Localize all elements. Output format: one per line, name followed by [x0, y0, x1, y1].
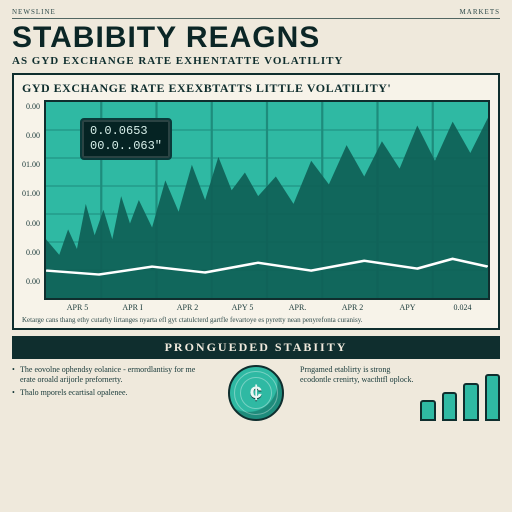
page: NEWSLINE MARKETS STABIBITY REAGNS AS GYD… [0, 0, 512, 512]
y-tick: 01.00 [22, 189, 40, 198]
chart-title: GYD EXCHANGE RATE EXEXBTATTS LITTLE VOLA… [22, 81, 490, 96]
headline: STABIBITY REAGNS [12, 23, 500, 53]
plot-area: 0.0.0653 00.0..063" [44, 100, 490, 300]
x-tick: APR 2 [325, 303, 380, 312]
rate-badge: 0.0.0653 00.0..063" [80, 118, 172, 160]
y-tick: 0.00 [22, 102, 40, 111]
col-left: The eovolne ophendsy eolanice - ermordla… [12, 365, 212, 421]
mini-bar [442, 392, 458, 421]
y-tick: 0.00 [22, 277, 40, 286]
bullet-item: Thalo mporels ecartisal opalenee. [12, 388, 212, 398]
globe-icon: ¢ [228, 365, 284, 421]
x-tick: APR 5 [50, 303, 105, 312]
chart-wrap: 0.00 0.00 01.00 01.00 0.00 0.00 0.00 0.0.0653 … [22, 100, 490, 300]
bars-icon [420, 365, 500, 421]
bullet-list: The eovolne ophendsy eolanice - ermordla… [12, 365, 212, 401]
right-text: Prngamed etablirty is strong ecodontle c… [300, 365, 414, 385]
y-tick: 01.00 [22, 160, 40, 169]
topbar-left: NEWSLINE [12, 8, 56, 16]
col-center: ¢ [222, 365, 290, 421]
x-tick: APY 5 [215, 303, 270, 312]
x-tick: APR 2 [160, 303, 215, 312]
x-ticks: APR 5APR IAPR 2APY 5APR.APR 2APY0.024 [50, 303, 490, 312]
rate-badge-line1: 0.0.0653 [90, 124, 162, 139]
mini-bar [463, 383, 479, 421]
subhead: AS GYD EXCHANGE RATE EXHENTATTE VOLATILI… [12, 55, 500, 67]
x-tick: 0.024 [435, 303, 490, 312]
rule-top [12, 18, 500, 19]
y-tick: 0.00 [22, 248, 40, 257]
col-right: Prngamed etablirty is strong ecodontle c… [300, 365, 500, 421]
mini-bar [485, 374, 501, 421]
chart-caption: Ketarge cans thang ethy cutarhy lirtange… [22, 316, 490, 324]
topbar-right: MARKETS [460, 8, 500, 16]
y-tick: 0.00 [22, 219, 40, 228]
x-tick: APR. [270, 303, 325, 312]
x-tick: APR I [105, 303, 160, 312]
y-tick: 0.00 [22, 131, 40, 140]
topbar: NEWSLINE MARKETS [12, 8, 500, 16]
rate-badge-line2: 00.0..063" [90, 139, 162, 154]
section-title: PRONGUEDED STABIITY [12, 336, 500, 359]
x-tick: APY [380, 303, 435, 312]
chart-card: GYD EXCHANGE RATE EXEXBTATTS LITTLE VOLA… [12, 73, 500, 330]
columns: The eovolne ophendsy eolanice - ermordla… [12, 365, 500, 421]
mini-bar [420, 400, 436, 421]
bullet-item: The eovolne ophendsy eolanice - ermordla… [12, 365, 212, 385]
y-ticks: 0.00 0.00 01.00 01.00 0.00 0.00 0.00 [22, 100, 44, 300]
